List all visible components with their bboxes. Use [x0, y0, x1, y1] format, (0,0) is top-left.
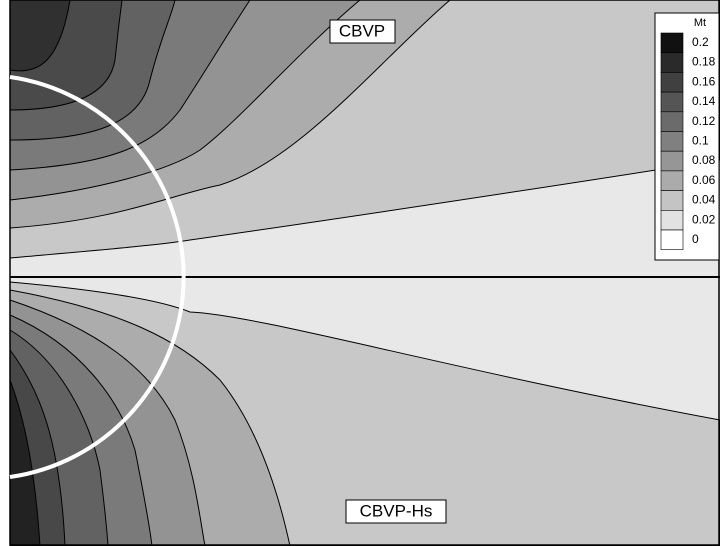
colorbar-swatch — [660, 52, 684, 73]
colorbar-swatch — [660, 32, 684, 54]
colorbar-label: 0.1 — [692, 134, 709, 148]
colorbar-label: 0.12 — [692, 114, 716, 128]
circle-arc — [9, 75, 186, 479]
colorbar-label: 0.14 — [692, 94, 716, 108]
colorbar-label: 0.08 — [692, 153, 716, 167]
colorbar-swatch — [660, 91, 684, 113]
colorbar-swatch — [660, 210, 684, 231]
colorbar-swatch — [660, 111, 684, 132]
colorbar-label: 0.18 — [692, 55, 716, 69]
colorbar-swatch — [660, 229, 684, 251]
annotation: CBVP — [339, 21, 385, 40]
colorbar-swatch — [660, 150, 684, 172]
annotation: CBVP-Hs — [360, 501, 433, 520]
colorbar-label: 0.04 — [692, 193, 716, 207]
colorbar-label: 0.2 — [692, 35, 709, 49]
colorbar-label: 0.06 — [692, 173, 716, 187]
colorbar-swatch — [660, 72, 684, 93]
colorbar-swatch — [660, 170, 684, 191]
colorbar-swatch — [660, 131, 684, 152]
colorbar-swatch — [660, 190, 684, 211]
colorbar-title: Mt — [694, 17, 706, 29]
contour-plot — [9, 0, 720, 546]
colorbar-label: 0.16 — [692, 74, 716, 88]
label-box — [329, 19, 396, 44]
label-box — [345, 499, 447, 524]
colorbar: Mt 0.2 0.18 0.16 0.14 0.12 0.1 0.08 0.06 0.04 0.0… — [654, 12, 720, 261]
colorbar-label: 0 — [692, 232, 699, 246]
frame — [9, 0, 720, 546]
colorbar-label: 0.02 — [692, 212, 716, 226]
